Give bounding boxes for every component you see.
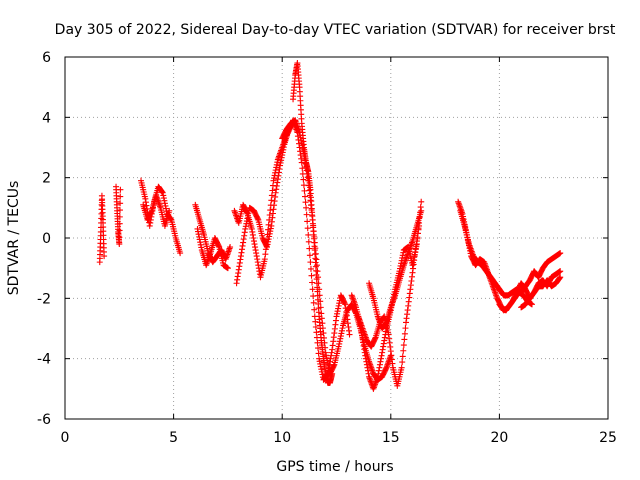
data-point (313, 256, 320, 263)
y-tick-label: -2 (37, 291, 51, 307)
data-point (418, 207, 425, 214)
series-arc-10 (290, 60, 336, 386)
data-point (308, 272, 315, 279)
data-point (302, 193, 309, 200)
data-point (307, 265, 314, 272)
x-tick-label: 25 (599, 430, 617, 446)
series-arc-9 (279, 117, 394, 383)
data-point (402, 325, 409, 332)
data-point (305, 231, 312, 238)
data-point (398, 364, 405, 371)
series-arc-8 (233, 117, 353, 383)
data-point (116, 213, 123, 220)
data-point (306, 245, 313, 252)
x-tick-label: 15 (382, 430, 400, 446)
series-arc-2 (113, 183, 124, 248)
data-point (309, 286, 316, 293)
series-arc-1 (96, 192, 108, 266)
data-point (400, 342, 407, 349)
data-point (400, 347, 407, 354)
data-point (303, 211, 310, 218)
data-point (315, 350, 322, 357)
data-point (312, 318, 319, 325)
data-point (313, 329, 320, 336)
data-point (166, 207, 173, 214)
data-point (117, 186, 124, 193)
x-axis-label: GPS time / hours (276, 459, 393, 475)
data-point (227, 244, 234, 251)
data-point (310, 299, 317, 306)
data-point (399, 353, 406, 360)
data-point (299, 165, 306, 172)
data-point (116, 227, 123, 234)
y-tick-label: -4 (37, 352, 51, 368)
data-point (557, 250, 564, 257)
data-point (300, 176, 307, 183)
data-point (177, 250, 184, 257)
data-point (399, 359, 406, 366)
y-tick-label: 2 (42, 171, 51, 187)
data-point (312, 323, 319, 330)
series-arc-4 (140, 192, 173, 229)
data-point (557, 274, 564, 281)
x-tick-label: 5 (169, 430, 178, 446)
data-point (401, 336, 408, 343)
data-point (309, 279, 316, 286)
series-arc-17 (518, 274, 564, 311)
y-tick-label: 4 (42, 110, 51, 126)
data-point (307, 259, 314, 266)
y-tick-label: 6 (42, 50, 51, 66)
data-point (311, 306, 318, 313)
data-point (116, 207, 123, 214)
data-point (303, 204, 310, 211)
data-point (116, 234, 123, 241)
y-tick-label: -6 (37, 412, 51, 428)
data-points (96, 60, 564, 392)
data-point (306, 252, 313, 259)
data-point (304, 225, 311, 232)
data-point (346, 331, 353, 338)
data-point (302, 199, 309, 206)
data-point (557, 268, 564, 275)
data-point (116, 241, 123, 248)
data-point (401, 330, 408, 337)
x-tick-label: 10 (273, 430, 291, 446)
data-point (315, 345, 322, 352)
axes (64, 56, 609, 420)
data-point (117, 200, 124, 207)
series-arc-13 (366, 207, 425, 332)
data-point (304, 218, 311, 225)
x-tick-label: 0 (61, 430, 70, 446)
y-tick-label: 0 (42, 231, 51, 247)
data-point (117, 193, 124, 200)
data-point (418, 198, 425, 205)
x-tick-label: 20 (490, 430, 508, 446)
data-point (329, 370, 336, 377)
chart-title: Day 305 of 2022, Sidereal Day-to-day VTE… (55, 22, 616, 38)
data-point (116, 220, 123, 227)
data-point (101, 253, 108, 260)
series-arc-14 (455, 198, 535, 314)
data-point (528, 301, 535, 308)
y-axis-label: SDTVAR / TECUs (6, 181, 22, 296)
series-arc-6 (194, 225, 231, 272)
data-point (224, 265, 231, 272)
data-point (305, 238, 312, 245)
